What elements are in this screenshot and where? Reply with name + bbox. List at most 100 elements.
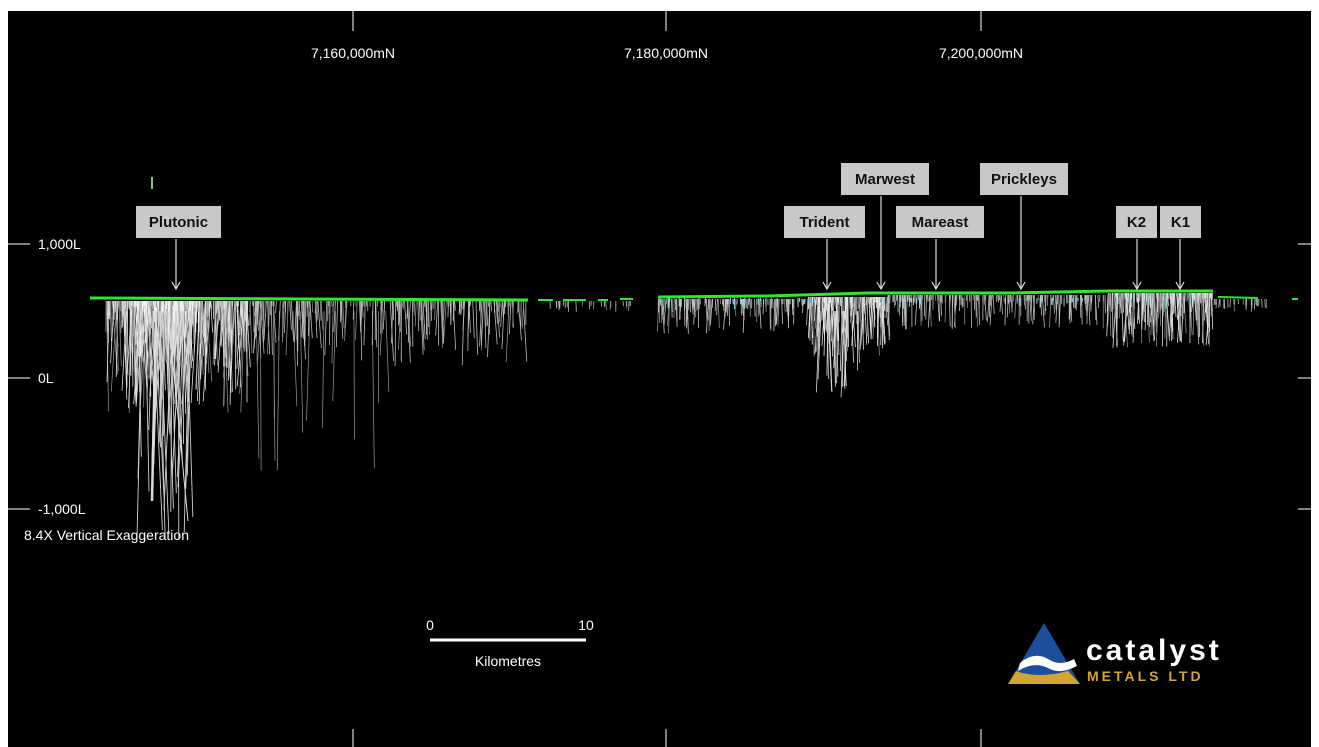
- drill-hole-trace: [1072, 294, 1074, 308]
- drill-hole-trace: [781, 298, 783, 324]
- drill-hole-trace: [192, 300, 195, 345]
- drill-hole-trace: [1159, 292, 1161, 303]
- drill-hole-trace: [1052, 294, 1055, 314]
- drill-hole-trace: [1202, 292, 1205, 343]
- drill-hole-trace: [241, 300, 244, 332]
- drill-hole-trace: [1147, 292, 1150, 328]
- drill-hole-trace: [507, 300, 509, 318]
- drill-hole-trace: [1112, 292, 1114, 339]
- drill-hole-trace: [1050, 294, 1052, 305]
- drill-hole-trace: [147, 310, 155, 393]
- drill-hole-trace: [1150, 292, 1154, 336]
- drill-hole-trace: [496, 300, 501, 338]
- drill-hole-trace: [154, 310, 163, 420]
- drill-hole-trace: [487, 300, 491, 358]
- logo-gold-base: [1008, 671, 1080, 684]
- scale-bar-start-label: 0: [426, 617, 434, 633]
- drill-hole-trace: [815, 310, 820, 393]
- northing-label-7200000: 7,200,000mN: [939, 45, 1023, 61]
- drill-hole-trace: [301, 300, 304, 338]
- drill-hole-trace: [1086, 294, 1089, 316]
- drill-hole-trace: [458, 300, 461, 313]
- drill-hole-trace: [1014, 294, 1017, 319]
- drill-hole-trace: [1207, 292, 1210, 334]
- drill-hole-trace: [878, 296, 881, 308]
- drill-hole-trace: [982, 294, 984, 308]
- scale-bar-unit-label: Kilometres: [475, 653, 541, 669]
- drill-hole-trace: [105, 300, 108, 311]
- drill-hole-trace: [131, 300, 135, 344]
- drill-hole-trace: [1210, 292, 1213, 312]
- drill-hole-trace: [783, 298, 786, 313]
- drill-hole-trace: [864, 296, 868, 345]
- drill-hole-trace: [202, 300, 207, 364]
- drill-hole-trace: [1122, 292, 1124, 313]
- drill-hole-trace: [894, 294, 896, 305]
- drill-hole-trace: [1144, 292, 1147, 331]
- drill-hole-trace: [876, 296, 879, 310]
- drill-hole-trace: [868, 296, 872, 340]
- drill-hole-trace: [429, 300, 431, 335]
- level-ticks: [8, 243, 1311, 510]
- drill-hole-trace: [827, 310, 832, 392]
- drill-hole-trace: [460, 300, 463, 316]
- drill-hole-trace: [144, 310, 150, 492]
- arrow-head: [171, 281, 181, 291]
- drill-hole-trace: [692, 298, 695, 310]
- drill-hole-trace: [1119, 292, 1122, 314]
- drill-hole-trace: [1183, 292, 1186, 314]
- drill-hole-trace: [893, 294, 896, 308]
- drill-hole-trace: [282, 300, 285, 343]
- drill-hole-trace: [289, 300, 292, 331]
- drill-hole-trace: [240, 300, 242, 318]
- drill-hole-trace: [207, 300, 210, 318]
- drill-hole-trace: [314, 300, 317, 314]
- drill-hole-trace: [851, 296, 856, 348]
- drill-hole-trace: [107, 300, 110, 319]
- drill-hole-trace: [210, 300, 214, 333]
- drill-hole-trace: [480, 300, 484, 346]
- deposit-callouts: Plutonic Trident Marwest Mareast Prickle…: [136, 163, 1201, 291]
- drill-hole-trace: [202, 300, 211, 402]
- scale-bar-end-label: 10: [578, 617, 594, 633]
- drill-hole-trace: [1215, 298, 1218, 309]
- drill-hole-trace: [833, 296, 836, 306]
- drill-hole-trace: [126, 300, 133, 375]
- drill-hole-trace: [1169, 292, 1172, 305]
- drill-hole-trace: [840, 310, 845, 398]
- callout-k1: K1: [1160, 206, 1201, 291]
- drill-hole-trace: [857, 310, 860, 363]
- drill-hole-trace: [167, 300, 170, 359]
- drill-hole-trace: [876, 296, 880, 346]
- drill-hole-trace: [822, 296, 825, 336]
- drill-hole-trace: [417, 300, 420, 332]
- drill-hole-trace: [490, 300, 492, 312]
- drill-hole-trace: [110, 300, 115, 364]
- surface-line-north: [657, 289, 1213, 299]
- drill-hole-trace: [1000, 294, 1003, 315]
- drill-hole-trace: [1229, 298, 1231, 308]
- drill-hole-trace: [324, 300, 328, 356]
- drill-hole-trace: [522, 300, 528, 362]
- drill-hole-trace: [467, 300, 469, 351]
- drill-hole-trace: [285, 300, 289, 356]
- drill-hole-trace: [218, 300, 221, 321]
- drill-hole-trace: [903, 294, 906, 327]
- drill-hole-trace: [722, 298, 725, 307]
- drill-hole-trace: [255, 310, 260, 459]
- callout-plutonic: Plutonic: [136, 206, 221, 291]
- drill-hole-trace: [242, 300, 245, 318]
- drill-hole-trace: [1233, 298, 1235, 312]
- drill-hole-trace: [1196, 292, 1199, 344]
- drill-hole-trace: [671, 298, 673, 318]
- drill-hole-trace: [260, 310, 262, 471]
- drill-hole-trace: [253, 300, 257, 354]
- drill-hole-trace: [332, 310, 337, 402]
- drill-hole-trace: [1199, 292, 1201, 304]
- drill-hole-trace: [1154, 292, 1157, 334]
- callout-label-trident: Trident: [799, 214, 849, 231]
- drill-hole-trace: [316, 300, 319, 321]
- drill-hole-trace: [773, 298, 776, 332]
- callout-label-k2: K2: [1127, 214, 1146, 231]
- drill-hole-trace: [308, 300, 310, 337]
